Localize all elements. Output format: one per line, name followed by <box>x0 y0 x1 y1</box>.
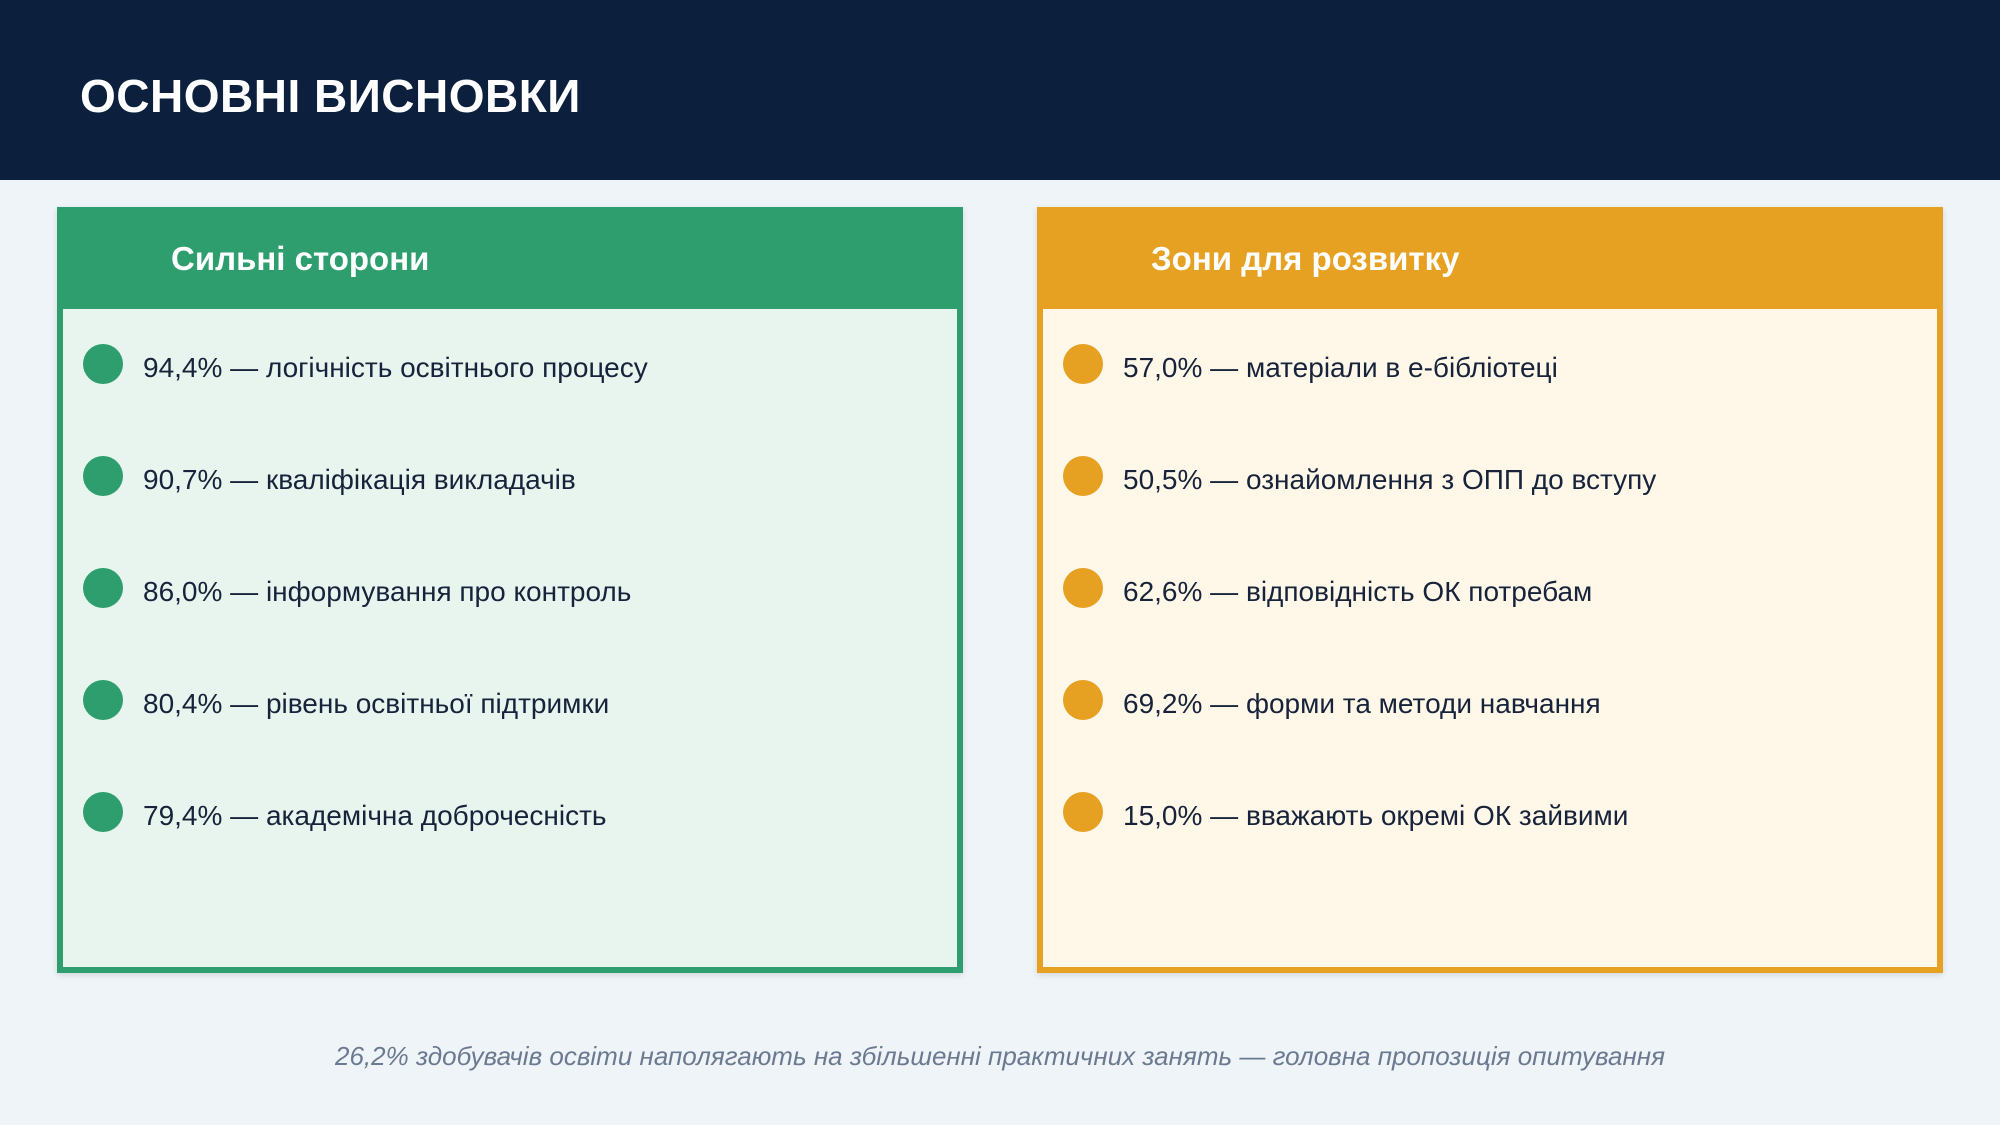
bullet-dot-icon <box>1063 456 1103 496</box>
strengths-item-2: 90,7% — кваліфікація викладачів <box>83 456 943 500</box>
bullet-dot-icon <box>1063 792 1103 832</box>
strengths-item-3: 86,0% — інформування про контроль <box>83 568 943 612</box>
bullet-dot-icon <box>83 568 123 608</box>
strengths-title: Сильні сторони <box>171 240 430 277</box>
growth-card-header: Зони для розвитку <box>1037 207 1943 309</box>
bullet-dot-icon <box>1063 680 1103 720</box>
strengths-item-text: 79,4% — академічна доброчесність <box>143 800 607 831</box>
bullet-dot-icon <box>83 792 123 832</box>
growth-item-text: 50,5% — ознайомлення з ОПП до вступу <box>1123 464 1657 495</box>
growth-item-text: 62,6% — відповідність ОК потребам <box>1123 576 1593 607</box>
growth-title: Зони для розвитку <box>1151 240 1460 277</box>
growth-item-2: 50,5% — ознайомлення з ОПП до вступу <box>1063 456 1923 500</box>
bullet-dot-icon <box>1063 568 1103 608</box>
strengths-item-5: 79,4% — академічна доброчесність <box>83 792 943 836</box>
growth-card: Зони для розвитку 57,0% — матеріали в е-… <box>1037 207 1943 973</box>
bullet-dot-icon <box>83 344 123 384</box>
strengths-item-text: 86,0% — інформування про контроль <box>143 576 632 607</box>
page-title: ОСНОВНІ ВИСНОВКИ <box>80 70 581 122</box>
strengths-item-text: 90,7% — кваліфікація викладачів <box>143 464 576 495</box>
bullet-dot-icon <box>83 680 123 720</box>
footer-note: 26,2% здобувачів освіти наполягають на з… <box>335 1041 1665 1071</box>
growth-item-3: 62,6% — відповідність ОК потребам <box>1063 568 1923 612</box>
strengths-item-4: 80,4% — рівень освітньої підтримки <box>83 680 943 724</box>
slide-header: ОСНОВНІ ВИСНОВКИ <box>0 0 2000 180</box>
strengths-card-header: Сильні сторони <box>57 207 963 309</box>
strengths-item-text: 94,4% — логічність освітнього процесу <box>143 352 648 383</box>
strengths-item-1: 94,4% — логічність освітнього процесу <box>83 344 943 388</box>
growth-item-5: 15,0% — вважають окремі ОК зайвими <box>1063 792 1923 836</box>
growth-item-text: 69,2% — форми та методи навчання <box>1123 688 1601 719</box>
growth-item-4: 69,2% — форми та методи навчання <box>1063 680 1923 724</box>
growth-item-1: 57,0% — матеріали в е-бібліотеці <box>1063 344 1923 388</box>
strengths-card: Сильні сторони 94,4% — логічність освітн… <box>57 207 963 973</box>
growth-item-text: 15,0% — вважають окремі ОК зайвими <box>1123 800 1629 831</box>
bullet-dot-icon <box>83 456 123 496</box>
growth-item-text: 57,0% — матеріали в е-бібліотеці <box>1123 352 1558 383</box>
bullet-dot-icon <box>1063 344 1103 384</box>
strengths-item-text: 80,4% — рівень освітньої підтримки <box>143 688 610 719</box>
